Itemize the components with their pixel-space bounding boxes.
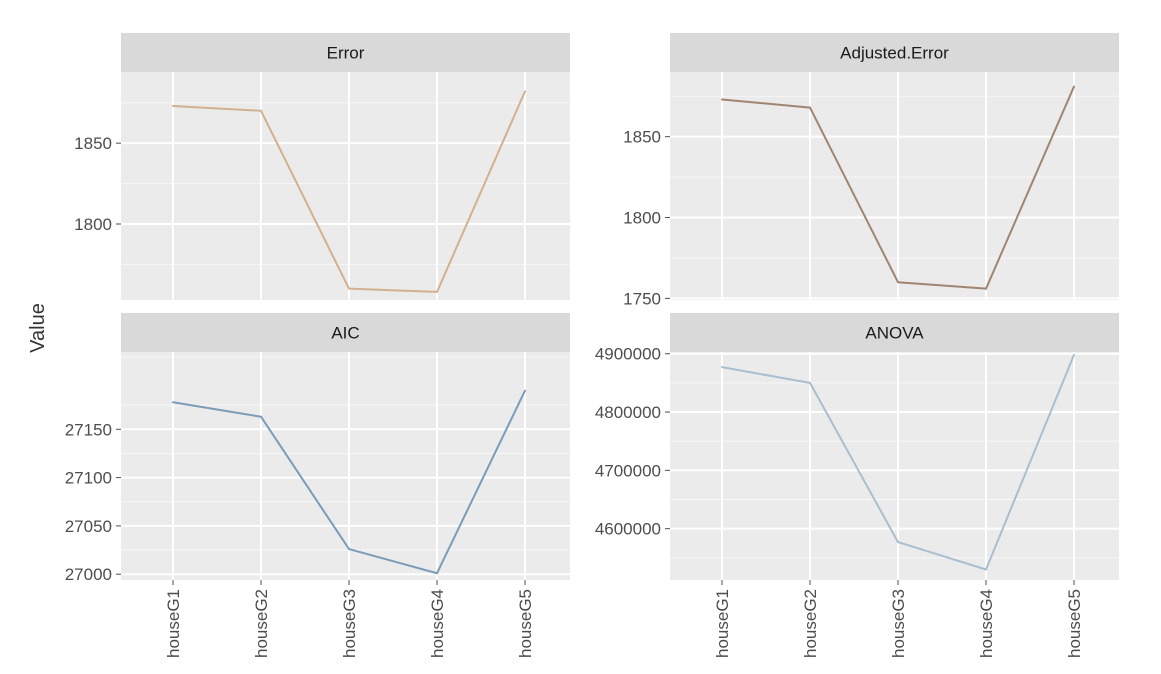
x-tick-label: houseG2 (252, 589, 271, 658)
facet-strip (121, 313, 570, 352)
y-tick-label: 1850 (623, 128, 661, 147)
data-point (985, 568, 987, 571)
data-point (172, 104, 174, 107)
x-tick-label: houseG3 (889, 589, 908, 658)
y-tick-label: 1800 (623, 209, 661, 228)
x-tick-label: houseG1 (713, 589, 732, 658)
data-point (809, 106, 811, 109)
y-tick-label: 1750 (623, 289, 661, 308)
data-point (524, 90, 526, 93)
x-tick-label: houseG3 (340, 589, 359, 658)
y-tick-label: 27100 (65, 469, 112, 488)
facet-strip-label: Error (327, 44, 365, 63)
data-point (524, 389, 526, 392)
y-tick-label: 1850 (74, 134, 112, 153)
data-point (721, 366, 723, 369)
panel-background (670, 72, 1119, 300)
data-point (436, 572, 438, 575)
data-point (897, 541, 899, 544)
data-point (348, 287, 350, 290)
panel-background (121, 72, 570, 300)
panel-background (121, 352, 570, 580)
x-tick-label: houseG5 (1065, 589, 1084, 658)
data-point (260, 109, 262, 112)
data-point (436, 290, 438, 293)
y-tick-label: 27050 (65, 517, 112, 536)
panel-aic: AIC 27000 27050 27100 27150 houseG1 houseG2 hou… (65, 313, 570, 658)
panel-adjusted-error: Adjusted.Error 1750 1800 1850 (623, 33, 1119, 308)
y-tick-label: 27000 (65, 565, 112, 584)
panel-error: Error 1800 1850 (74, 33, 570, 300)
y-tick-label: 1800 (74, 215, 112, 234)
x-tick-label: houseG4 (428, 589, 447, 658)
data-point (172, 401, 174, 404)
y-tick-label: 4900000 (595, 345, 661, 364)
data-point (1073, 353, 1075, 356)
facet-strip-label: AIC (331, 324, 359, 343)
y-tick-label: 27150 (65, 420, 112, 439)
data-point (809, 381, 811, 384)
y-tick-label: 4600000 (595, 520, 661, 539)
facet-strip-label: ANOVA (865, 324, 924, 343)
x-tick-label: houseG5 (516, 589, 535, 658)
panel-anova: ANOVA 4600000 4700000 4800000 4900000 houseG1… (595, 313, 1119, 658)
x-tick-label: houseG1 (164, 589, 183, 658)
data-point (985, 287, 987, 290)
panel-background (670, 352, 1119, 580)
data-point (348, 548, 350, 551)
facet-strip (670, 33, 1119, 72)
data-point (260, 415, 262, 418)
facet-strip (121, 33, 570, 72)
x-tick-label: houseG4 (977, 589, 996, 658)
facet-strip (670, 313, 1119, 352)
y-tick-label: 4800000 (595, 403, 661, 422)
y-tick-label: 4700000 (595, 461, 661, 480)
x-tick-label: houseG2 (801, 589, 820, 658)
data-point (721, 98, 723, 101)
y-axis-title: Value (27, 303, 49, 353)
facet-strip-label: Adjusted.Error (840, 44, 949, 63)
data-point (1073, 85, 1075, 88)
data-point (897, 281, 899, 284)
